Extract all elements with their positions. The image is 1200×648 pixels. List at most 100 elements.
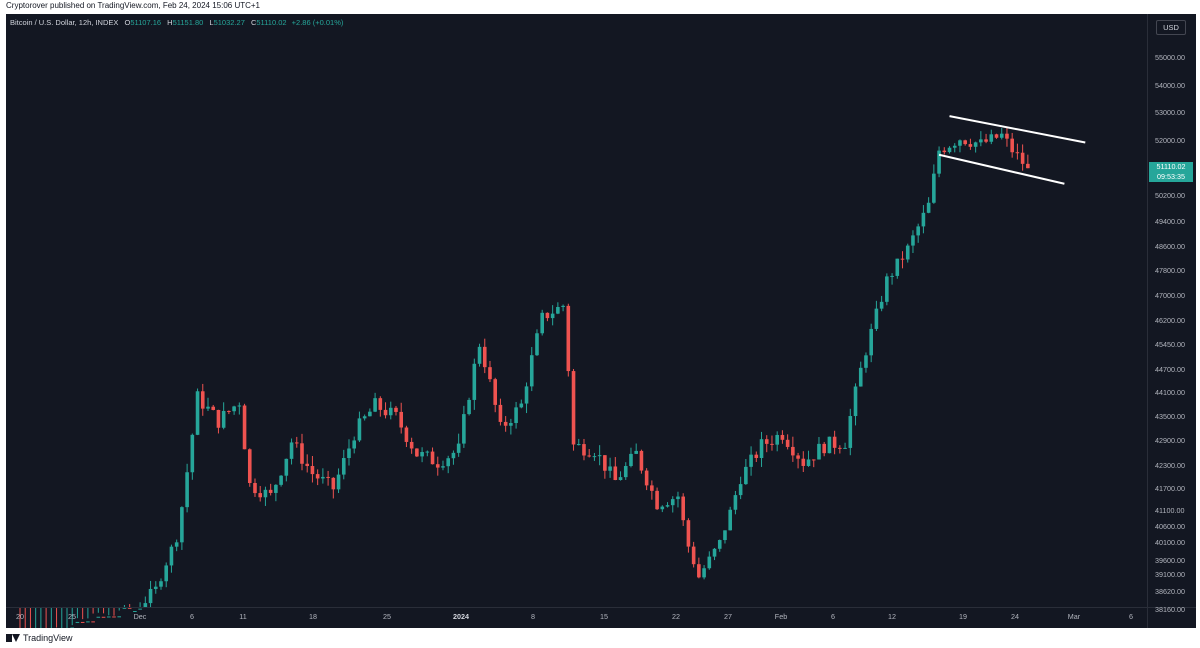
candle-body: [603, 455, 607, 471]
candle-body: [655, 490, 659, 510]
currency-button[interactable]: USD: [1156, 20, 1186, 35]
candle-body: [879, 301, 884, 309]
countdown-timer: 09:53:35: [1157, 172, 1185, 181]
candle-body: [702, 568, 706, 578]
open-key: O: [124, 18, 131, 27]
candle-body: [326, 476, 330, 478]
candle-body: [190, 434, 195, 473]
candle-body: [848, 416, 853, 448]
channel-trendline: [949, 115, 1086, 144]
candle-body: [885, 276, 889, 302]
candle-body: [394, 407, 398, 412]
candle-body: [806, 459, 811, 466]
time-tick-label: 6: [831, 612, 835, 621]
candle-body: [404, 427, 409, 442]
time-tick-label: 25: [383, 612, 391, 621]
candle-body: [164, 565, 169, 582]
time-tick-label: Mar: [1067, 612, 1081, 621]
candle-body: [749, 454, 753, 467]
candle-body: [122, 607, 127, 609]
price-tick-label: 53000.00: [1155, 108, 1185, 117]
candle-body: [796, 455, 800, 459]
candle-body: [973, 142, 978, 147]
candle-body: [864, 355, 868, 368]
chart-area[interactable]: Bitcoin / U.S. Dollar, 12h, INDEX O51107…: [6, 14, 1196, 628]
candle-body: [216, 409, 221, 428]
candle-body: [258, 493, 263, 498]
candle-body: [477, 346, 482, 364]
candle-body: [582, 444, 586, 456]
candle-body: [550, 313, 555, 319]
candle-body: [300, 443, 304, 464]
candle-body: [456, 443, 461, 453]
symbol-legend: Bitcoin / U.S. Dollar, 12h, INDEX O51107…: [10, 18, 343, 27]
candle-body: [566, 305, 571, 372]
candle-body: [446, 458, 451, 467]
candle-body: [185, 472, 189, 508]
candle-body: [315, 474, 320, 479]
time-tick-label: 20: [16, 612, 24, 621]
candle-body: [890, 275, 894, 277]
candle-body: [112, 616, 116, 618]
candle-body: [169, 546, 174, 566]
candle-body: [644, 470, 649, 486]
candle-body: [801, 458, 806, 466]
price-tick-label: 48600.00: [1155, 242, 1185, 251]
tradingview-logo-icon: [6, 634, 20, 642]
candle-body: [472, 363, 477, 400]
time-tick-label: 6: [1129, 612, 1133, 621]
candle-body: [827, 436, 832, 454]
candle-body: [509, 423, 513, 426]
candle-body: [237, 405, 242, 407]
candle-body: [441, 466, 445, 468]
price-tick-label: 46200.00: [1155, 316, 1185, 325]
price-tick-label: 38160.00: [1155, 605, 1185, 614]
candle-body: [916, 226, 920, 236]
price-axis-divider: [1147, 14, 1148, 628]
candle-body: [373, 398, 377, 412]
candle-body: [822, 443, 826, 454]
last-price-value: 51110.02: [1156, 162, 1186, 171]
candle-body: [869, 328, 873, 356]
candle-body: [561, 305, 565, 308]
candle-body: [482, 346, 487, 368]
candle-body: [221, 410, 226, 428]
candle-body: [717, 540, 722, 549]
candle-body: [858, 367, 863, 387]
candle-body: [613, 466, 618, 481]
candle-body: [921, 212, 926, 227]
candle-body: [159, 581, 163, 587]
candle-body: [838, 447, 842, 449]
candle-body: [597, 455, 602, 457]
price-tick-label: 41100.00: [1155, 506, 1185, 515]
candle-body: [399, 411, 404, 428]
candle-body: [1026, 163, 1030, 169]
candle-body: [1015, 152, 1020, 154]
candle-body: [681, 496, 685, 521]
candle-body: [289, 442, 294, 459]
candle-body: [968, 144, 973, 147]
candle-body: [1010, 138, 1014, 153]
candle-body: [180, 507, 184, 543]
candle-body: [435, 464, 440, 468]
candle-body: [503, 421, 508, 426]
candle-body: [994, 134, 999, 138]
candle-body: [634, 450, 638, 454]
time-tick-label: 2024: [453, 612, 469, 621]
candle-body: [540, 312, 544, 334]
price-chart[interactable]: [6, 14, 1196, 628]
price-tick-label: 47000.00: [1155, 291, 1185, 300]
time-tick-label: 27: [724, 612, 732, 621]
candle-body: [70, 627, 75, 628]
candle-body: [545, 312, 550, 319]
candle-body: [665, 505, 670, 507]
candle-body: [86, 621, 90, 623]
candle-body: [101, 616, 106, 618]
tradingview-brand[interactable]: TradingView: [6, 633, 73, 643]
candle-body: [811, 459, 816, 461]
candle-body: [697, 564, 701, 578]
candle-body: [1020, 152, 1025, 164]
candle-body: [623, 466, 628, 478]
price-tick-label: 44700.00: [1155, 365, 1185, 374]
candle-body: [618, 477, 623, 481]
